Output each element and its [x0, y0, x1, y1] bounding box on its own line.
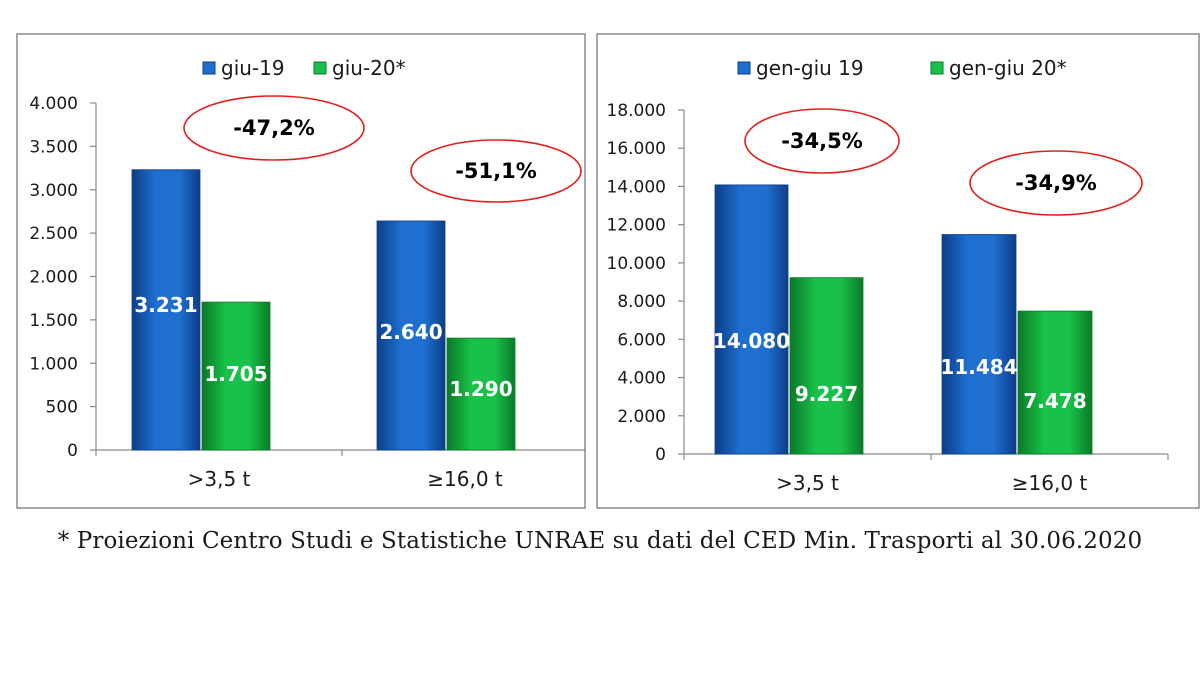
y-tick-label: 0 — [67, 441, 78, 461]
y-tick-label: 1.500 — [29, 311, 78, 331]
y-tick-label: 0 — [655, 445, 666, 465]
footnote: * Proiezioni Centro Studi e Statistiche … — [57, 528, 1143, 554]
bar-giu-20--1 — [201, 301, 271, 451]
legend-label-1: gen-giu 19 — [756, 56, 864, 80]
chart-panel-jan-june: gen-giu 19 gen-giu 20* 0 2.000 4.000 6.000 8.0… — [596, 33, 1200, 509]
legend-swatch-2 — [313, 61, 327, 75]
highlight-ellipse — [969, 150, 1143, 216]
bar-value-label: 14.080 — [713, 329, 790, 353]
y-tick-label: 6.000 — [617, 330, 666, 350]
bar-giu-19-2 — [376, 220, 446, 451]
percent-change-label: -34,5% — [781, 129, 863, 153]
y-tick-label: 2.000 — [617, 407, 666, 427]
bar-gen-giu-19-1 — [714, 184, 789, 455]
legend-label-2: giu-20* — [332, 56, 406, 80]
y-tick-label: 2.500 — [29, 224, 78, 244]
legend-label-2: gen-giu 20* — [949, 56, 1067, 80]
y-tick-label: 18.000 — [607, 101, 666, 121]
bar-value-label: 9.227 — [795, 382, 858, 406]
y-tick-label: 12.000 — [607, 216, 666, 236]
highlight-ellipse — [183, 95, 365, 161]
y-tick-label: 14.000 — [607, 177, 666, 197]
bar-gen-giu-20--1 — [789, 277, 864, 455]
bar-value-label: 3.231 — [134, 293, 197, 317]
percent-change-label: -34,9% — [1015, 171, 1097, 195]
y-tick-label: 1.000 — [29, 354, 78, 374]
bar-value-label: 1.290 — [449, 377, 512, 401]
y-tick-label: 3.000 — [29, 181, 78, 201]
y-tick-label: 16.000 — [607, 139, 666, 159]
legend-swatch-1 — [202, 61, 216, 75]
y-tick-label: 500 — [46, 398, 78, 418]
category-label: ≥16,0 t — [427, 467, 503, 491]
percent-change-label: -47,2% — [233, 116, 315, 140]
legend-label-1: giu-19 — [221, 56, 285, 80]
bar-value-label: 11.484 — [940, 355, 1017, 379]
legend-swatch-1 — [737, 61, 751, 75]
bar-giu-20--2 — [446, 337, 516, 451]
bar-gen-giu-20--2 — [1017, 310, 1093, 455]
category-label: >3,5 t — [188, 467, 251, 491]
y-tick-label: 4.000 — [617, 369, 666, 389]
panel-border — [596, 33, 1200, 509]
category-label: >3,5 t — [776, 471, 839, 495]
category-label: ≥16,0 t — [1012, 471, 1088, 495]
bar-value-label: 7.478 — [1023, 389, 1086, 413]
bar-giu-19-1 — [131, 169, 201, 451]
bar-value-label: 2.640 — [379, 320, 442, 344]
chart-svg: giu-19 giu-20* 0 500 1.000 1.500 2.000 2.500 3.0… — [16, 33, 586, 509]
highlight-ellipse — [744, 108, 900, 174]
chart-svg: gen-giu 19 gen-giu 20* 0 2.000 4.000 6.000 8.0… — [596, 33, 1200, 509]
highlight-ellipse — [410, 139, 582, 203]
chart-panel-june: giu-19 giu-20* 0 500 1.000 1.500 2.000 2.500 3.0… — [16, 33, 586, 509]
y-tick-label: 3.500 — [29, 137, 78, 157]
bar-value-label: 1.705 — [204, 362, 267, 386]
y-tick-label: 10.000 — [607, 254, 666, 274]
legend-swatch-2 — [930, 61, 944, 75]
bar-gen-giu-19-2 — [941, 234, 1017, 455]
y-tick-label: 4.000 — [29, 94, 78, 114]
y-tick-label: 8.000 — [617, 292, 666, 312]
y-tick-label: 2.000 — [29, 268, 78, 288]
percent-change-label: -51,1% — [455, 159, 537, 183]
